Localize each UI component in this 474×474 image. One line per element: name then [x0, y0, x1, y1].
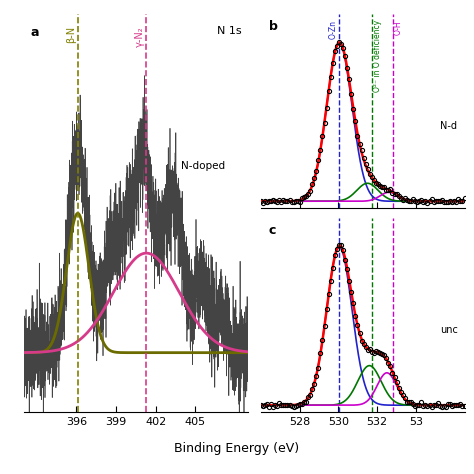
Text: a: a [30, 26, 39, 39]
Text: O-H: O-H [394, 20, 403, 35]
Text: N-d: N-d [440, 121, 457, 131]
Text: N-doped: N-doped [181, 161, 225, 171]
Text: β-N: β-N [66, 26, 76, 43]
Text: O-Zn: O-Zn [329, 20, 338, 39]
Text: c: c [269, 224, 276, 237]
Text: unc: unc [440, 325, 458, 335]
Text: N 1s: N 1s [217, 26, 241, 36]
Text: Binding Energy (eV): Binding Energy (eV) [174, 442, 300, 455]
Text: O²⁻ in O deficiency: O²⁻ in O deficiency [374, 20, 383, 92]
Text: b: b [269, 20, 278, 33]
Text: γ-N₂: γ-N₂ [135, 26, 145, 47]
